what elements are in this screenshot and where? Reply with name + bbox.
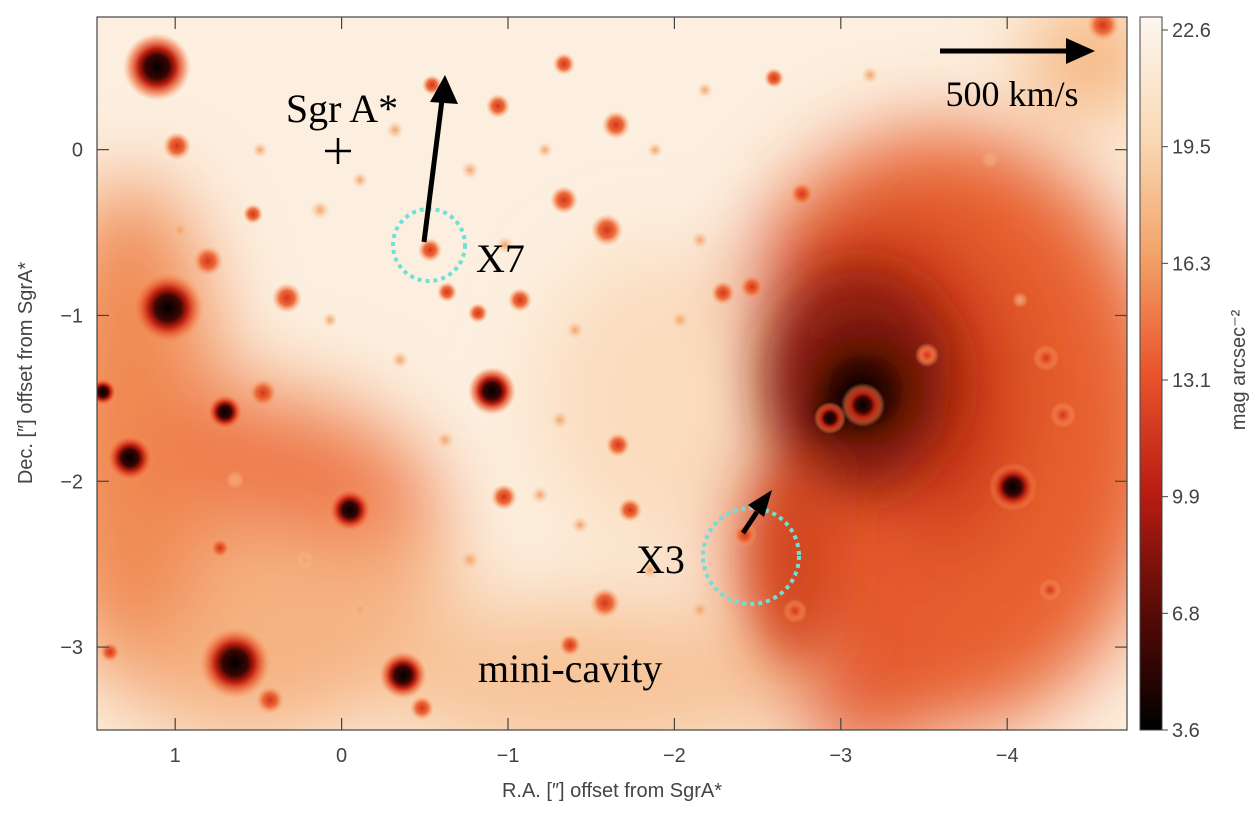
image-panel [97, 17, 1127, 730]
mini-cavity-label: mini-cavity [478, 646, 662, 691]
colorbar: 22.6 19.5 16.3 13.1 9.9 6.8 3.6 mag arcsec⁻² [1139, 16, 1250, 742]
scale-label: 500 km/s [945, 74, 1078, 114]
x3-velocity-arrow [740, 490, 772, 535]
sgra-label: Sgr A* [286, 86, 398, 131]
colorbar-tick-label: 13.1 [1172, 370, 1211, 392]
y-tick-label: −3 [60, 637, 83, 659]
x-tick-label: −1 [497, 745, 520, 767]
colorbar-label: mag arcsec⁻² [1228, 309, 1250, 430]
colorbar-tick-label: 9.9 [1172, 487, 1200, 509]
x-axis-label: R.A. [″] offset from SgrA* [502, 780, 722, 802]
colorbar-tick-label: 6.8 [1172, 603, 1200, 625]
x-tick-label: 0 [336, 745, 347, 767]
x3-circle [701, 506, 801, 606]
sgra-marker [325, 138, 351, 164]
colorbar-tick-label: 16.3 [1172, 253, 1211, 275]
colorbar-tick-label: 3.6 [1172, 720, 1200, 742]
colorbar-tick-label: 19.5 [1172, 137, 1211, 159]
faint-stars [171, 66, 1028, 619]
x-tick-label: −2 [663, 745, 686, 767]
colorbar-gradient [1139, 16, 1163, 731]
x-tick-label: −4 [996, 745, 1019, 767]
y-axis-label: Dec. [″] offset from SgrA* [15, 262, 37, 485]
x-tick-label: −3 [829, 745, 852, 767]
colorbar-ticks: 22.6 19.5 16.3 13.1 9.9 6.8 3.6 [1162, 20, 1211, 742]
y-tick-label: −2 [60, 471, 83, 493]
medium-stars [100, 17, 1119, 720]
colorbar-tick-label: 22.6 [1172, 20, 1211, 42]
y-tick-label: 0 [72, 140, 83, 162]
bright-stars [97, 33, 1037, 699]
plot-frame [96, 16, 1128, 731]
x7-velocity-arrow [421, 75, 458, 243]
x3-label: X3 [636, 537, 685, 582]
x-axis-ticks: 1 0 −1 −2 −3 −4 [170, 17, 1019, 767]
x-tick-label: 1 [170, 745, 181, 767]
y-axis-ticks: 0 −1 −2 −3 [60, 140, 1127, 659]
x7-label: X7 [476, 236, 525, 281]
y-tick-label: −1 [60, 305, 83, 327]
scale-arrow [940, 38, 1095, 64]
